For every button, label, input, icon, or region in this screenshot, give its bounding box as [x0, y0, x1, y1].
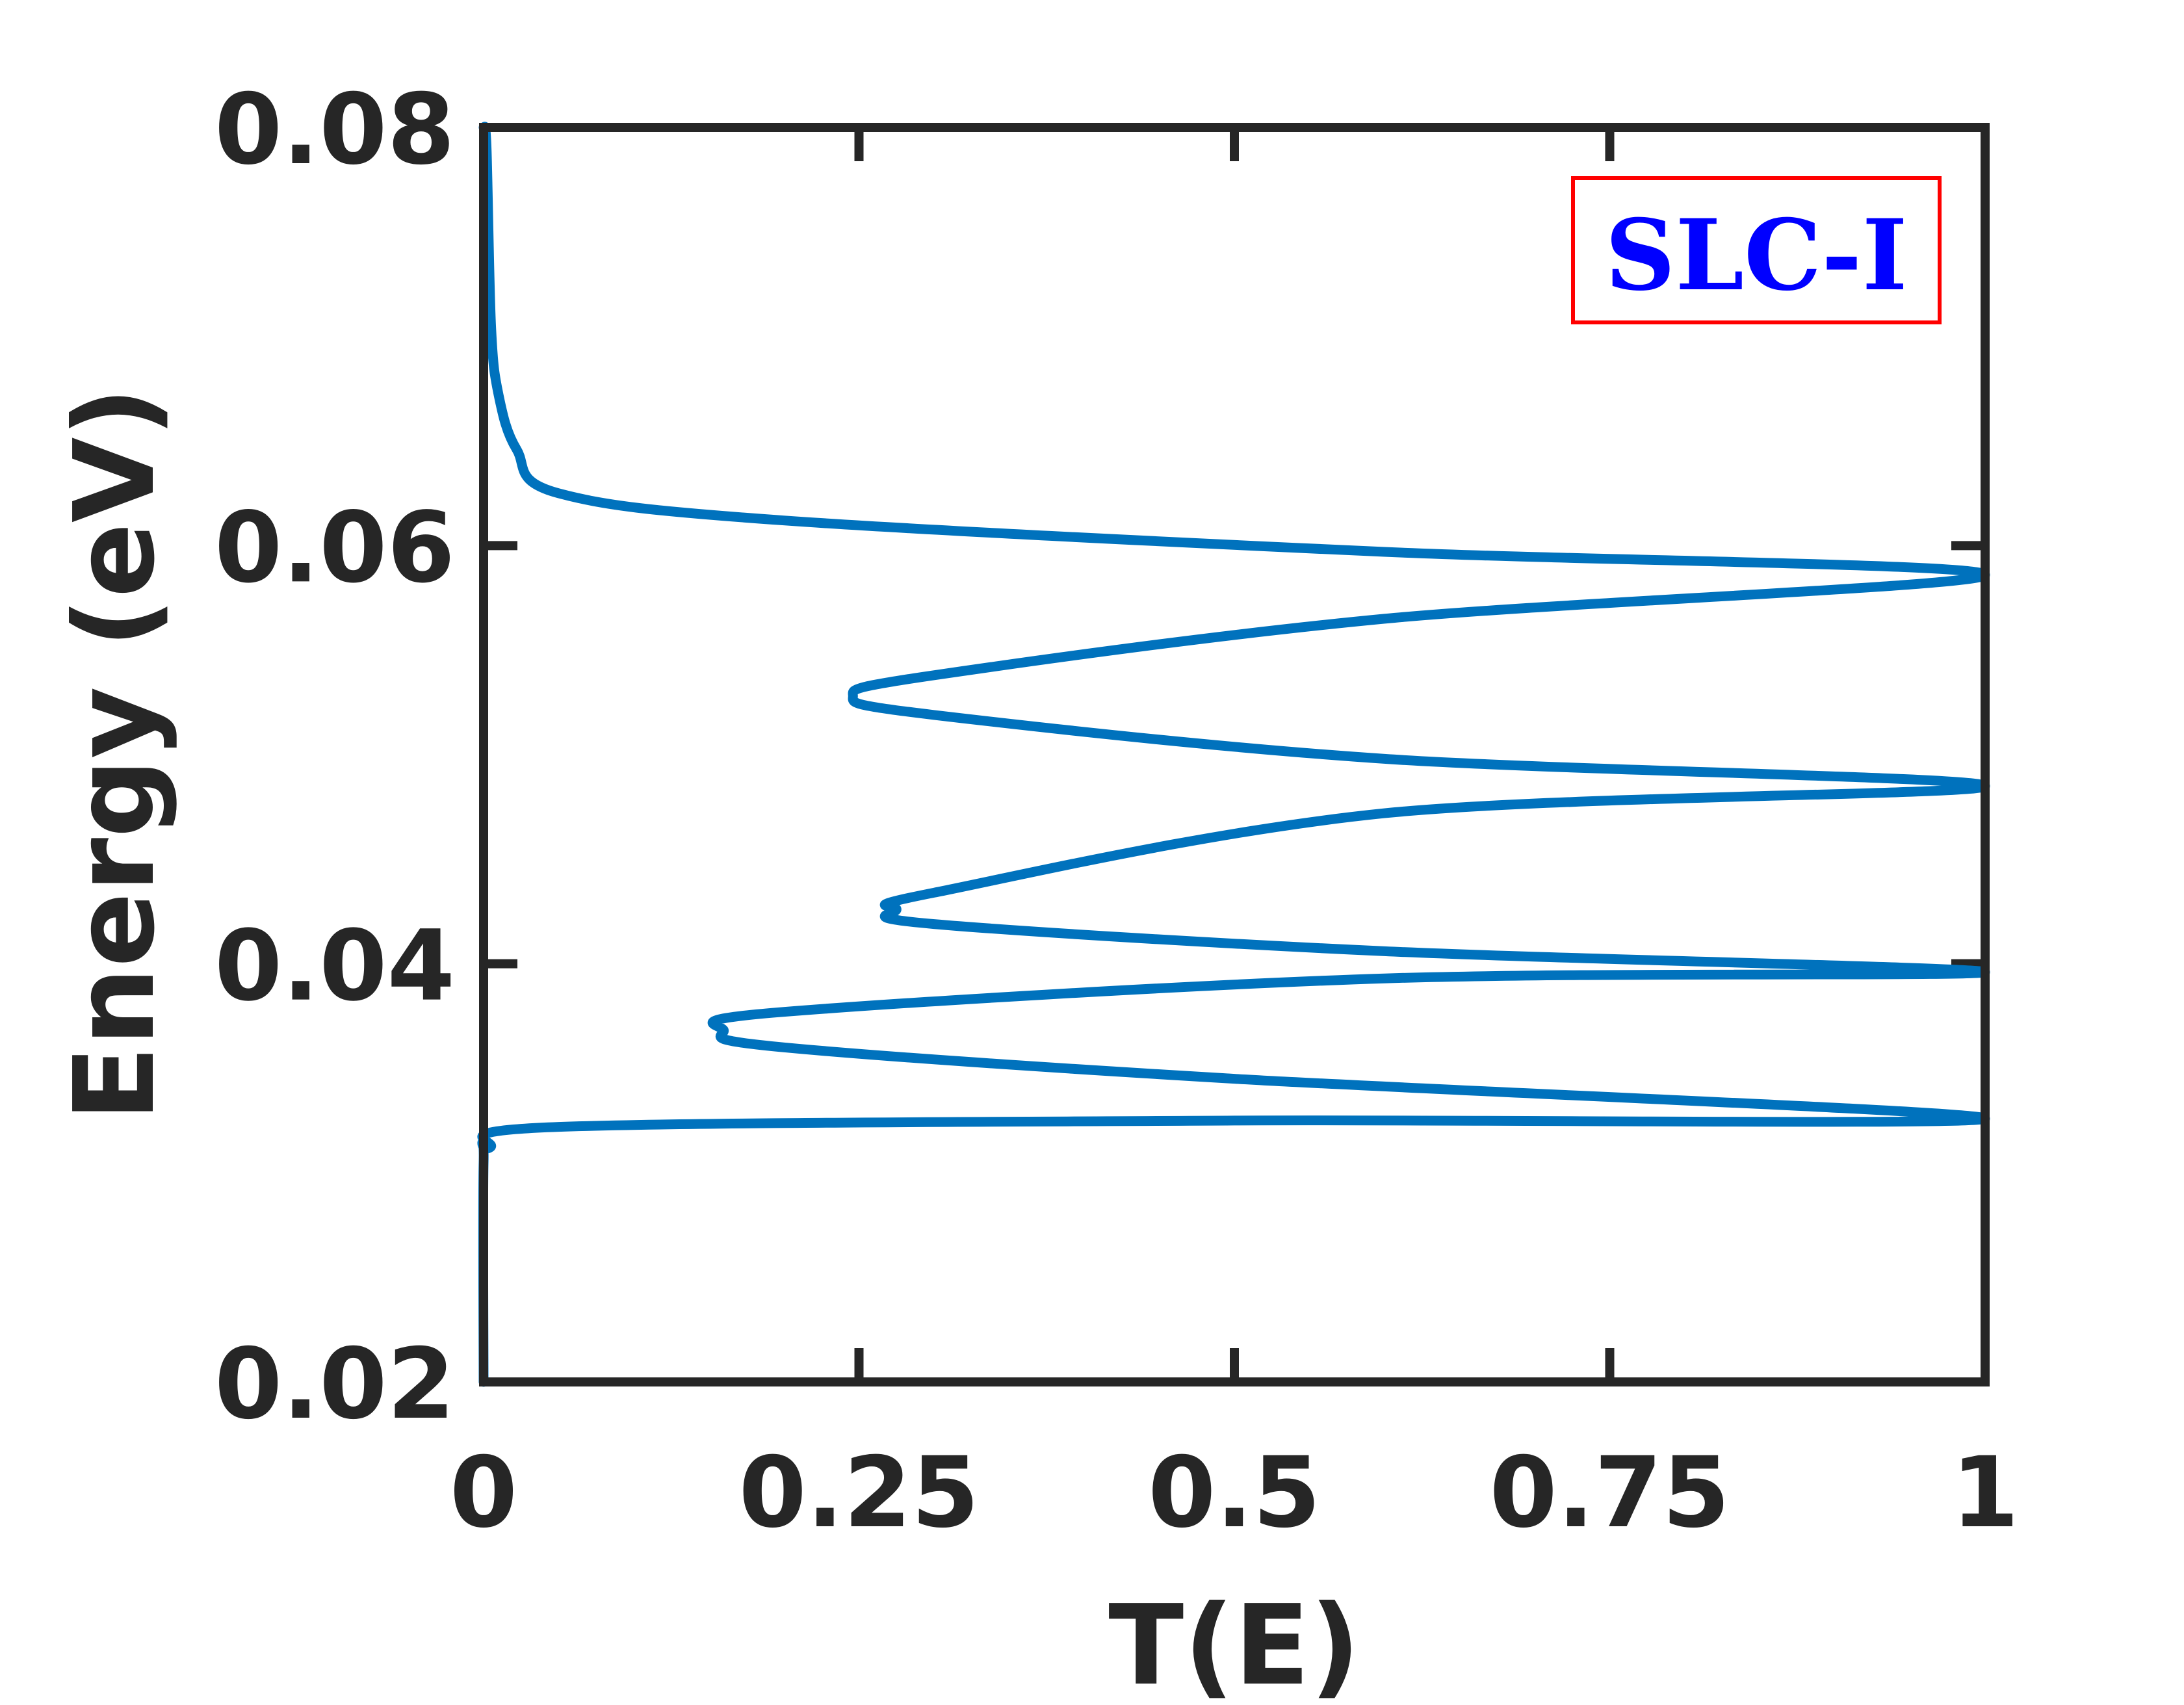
y-tick-label: 0.08 [214, 73, 455, 187]
x-tick-label: 0 [450, 1437, 517, 1550]
x-tick-label: 1 [1951, 1437, 2019, 1550]
x-axis-label: T(E) [1108, 1581, 1360, 1705]
y-tick-label: 0.06 [214, 491, 455, 605]
y-tick-label: 0.04 [214, 910, 455, 1023]
x-tick-label: 0.25 [738, 1437, 979, 1550]
plot-frame [479, 123, 1990, 1386]
annotation-border [1571, 176, 1942, 324]
y-tick-label: 0.02 [214, 1328, 455, 1441]
annotation-box: SLC-I [1571, 176, 1942, 324]
x-tick-label: 0.5 [1148, 1437, 1321, 1550]
labels-layer: 0 0.25 0.5 0.75 1 0.02 0.04 0.06 0.08 [214, 73, 2019, 1550]
annotation-text: SLC-I [1605, 198, 1908, 313]
x-tick-label: 0.75 [1489, 1437, 1730, 1550]
y-axis-label: Energy (eV) [51, 387, 179, 1121]
